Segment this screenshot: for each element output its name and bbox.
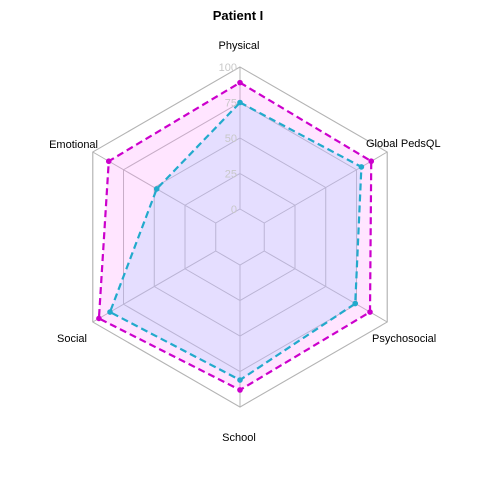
series-1-point-1 xyxy=(358,164,365,170)
axis-label-global-pedsql: Global PedsQL xyxy=(366,138,441,150)
axis-label-social: Social xyxy=(57,333,87,345)
series-0-point-2 xyxy=(367,309,373,315)
axis-spoke-4 xyxy=(92,250,217,323)
axis-label-physical: Physical xyxy=(219,40,260,52)
series-0-area xyxy=(98,82,372,390)
series-1-point-5 xyxy=(153,186,160,192)
axis-label-school: School xyxy=(222,432,256,444)
series-0-point-3 xyxy=(237,387,243,393)
series-1-point-0 xyxy=(237,99,243,106)
tick-label-1: 25 xyxy=(225,169,237,181)
axis-spoke-2 xyxy=(263,250,388,323)
radar-tick-labels: 0 25 50 75 100 xyxy=(219,62,237,216)
tick-label-3: 75 xyxy=(225,98,237,110)
radar-series xyxy=(96,79,375,393)
axis-spoke-1 xyxy=(263,151,388,224)
series-0-point-4 xyxy=(96,315,102,322)
axis-label-psychosocial: Psychosocial xyxy=(372,333,436,345)
tick-label-2: 50 xyxy=(225,133,237,145)
chart-title: Patient I xyxy=(213,8,264,23)
series-1-point-2 xyxy=(352,300,359,307)
axis-label-emotional: Emotional xyxy=(49,139,98,151)
series-1-point-4 xyxy=(107,309,113,315)
series-1-area xyxy=(109,102,362,381)
series-0-point-5 xyxy=(105,158,112,165)
series-1-point-3 xyxy=(237,377,243,383)
axis-spoke-5 xyxy=(92,151,217,224)
radar-grid xyxy=(92,66,388,408)
series-0-point-1 xyxy=(368,158,375,165)
series-0-point-0 xyxy=(237,79,243,86)
tick-label-0: 0 xyxy=(231,204,237,216)
radar-axis-labels: Physical Global PedsQL Psychosocial School S… xyxy=(49,40,441,444)
tick-label-4: 100 xyxy=(219,62,237,74)
